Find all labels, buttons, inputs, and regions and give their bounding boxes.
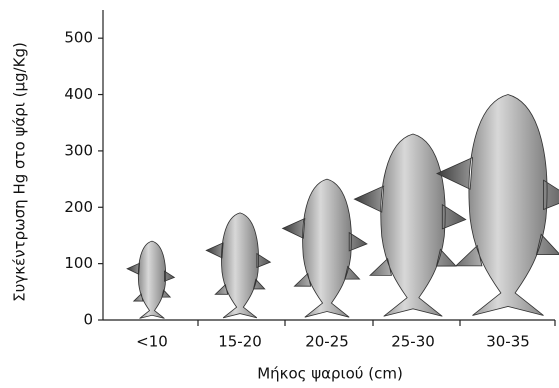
- x-axis-title: Μήκος ψαριού (cm): [257, 365, 403, 383]
- x-tick-label: 20-25: [305, 333, 349, 351]
- chart: Μήκος ψαριού (cm) Συγκέντρωση Hg στο ψάρ…: [0, 0, 559, 388]
- x-tick-label: 25-30: [391, 333, 435, 351]
- y-axis-title: Συγκέντρωση Hg στο ψάρι (μg/Kg): [11, 42, 29, 302]
- fish: [206, 213, 270, 318]
- y-tick-label: 300: [64, 141, 93, 159]
- x-tick-label: 30-35: [486, 333, 530, 351]
- x-tick-label: <10: [136, 333, 168, 351]
- fish: [283, 179, 367, 317]
- y-tick-label: 400: [64, 85, 93, 103]
- y-tick-label: 0: [83, 311, 93, 329]
- x-separators: [198, 320, 555, 326]
- fish: [127, 241, 174, 318]
- y-tick-label: 500: [64, 29, 93, 47]
- x-tick-label: 15-20: [218, 333, 262, 351]
- y-tick-label: 200: [64, 198, 93, 216]
- fish: [437, 95, 559, 316]
- fish: [354, 134, 465, 316]
- y-tick-label: 100: [64, 254, 93, 272]
